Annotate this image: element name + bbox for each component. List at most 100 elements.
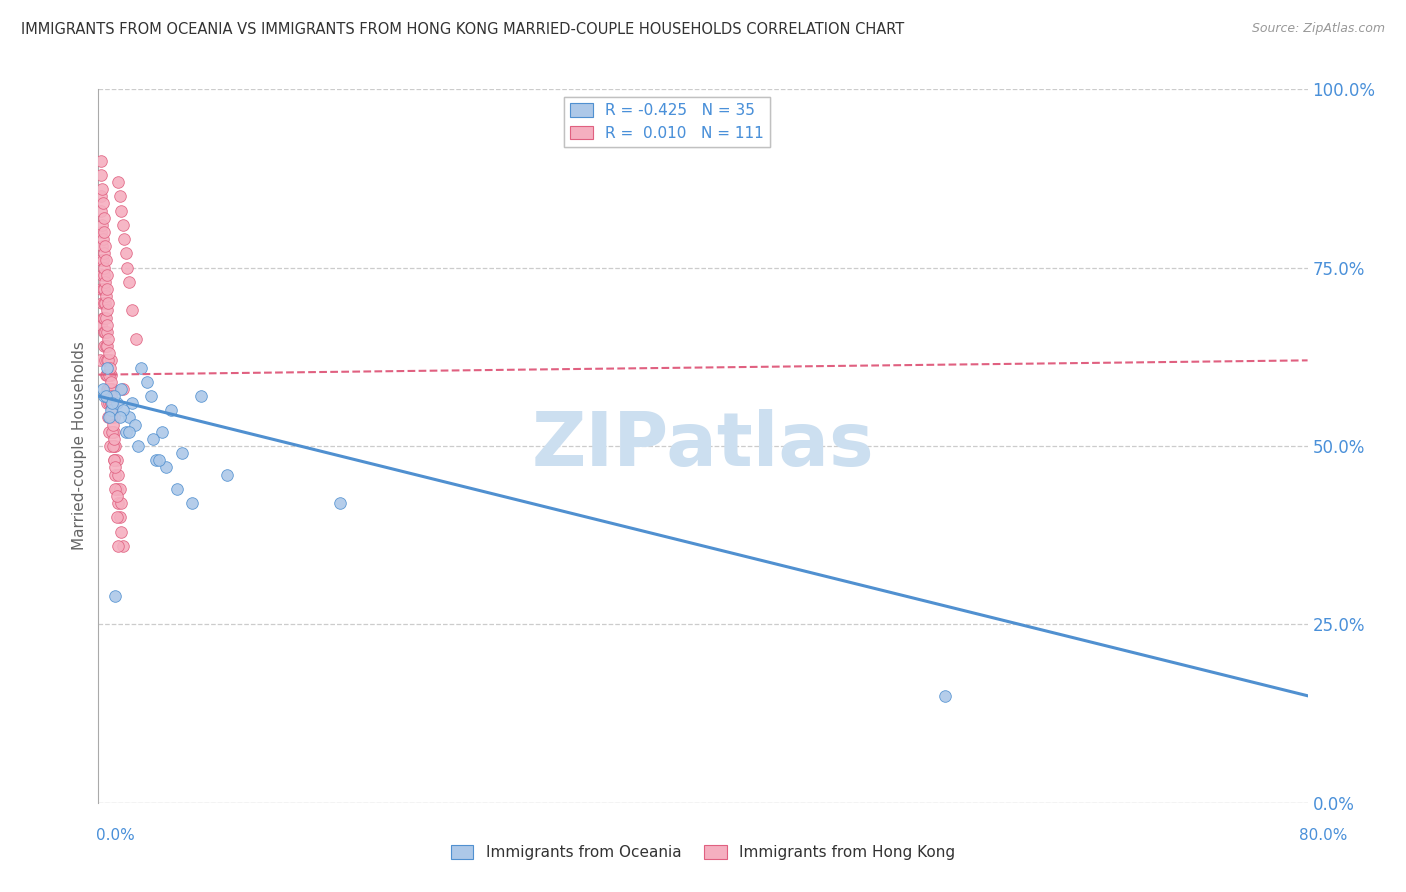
Point <box>94 253 117 268</box>
Point <box>110 524 132 539</box>
Point <box>107 175 129 189</box>
Text: Source: ZipAtlas.com: Source: ZipAtlas.com <box>1251 22 1385 36</box>
Point <box>103 410 125 425</box>
Point <box>90 153 112 168</box>
Point <box>105 489 128 503</box>
Point <box>103 432 125 446</box>
Point <box>100 410 122 425</box>
Point <box>142 432 165 446</box>
Point <box>118 410 141 425</box>
Point <box>98 410 121 425</box>
Point <box>94 389 117 403</box>
Point <box>100 403 122 417</box>
Point <box>93 282 115 296</box>
Point <box>105 453 128 467</box>
Point <box>96 282 118 296</box>
Point <box>91 268 114 282</box>
Point <box>121 396 143 410</box>
Point <box>135 375 157 389</box>
Point <box>101 417 124 432</box>
Point <box>101 382 124 396</box>
Point <box>91 239 114 253</box>
Point <box>98 382 121 396</box>
Point <box>98 410 121 425</box>
Point <box>91 282 114 296</box>
Point <box>96 353 118 368</box>
Point <box>93 310 115 325</box>
Point <box>104 467 127 482</box>
Text: 80.0%: 80.0% <box>1299 828 1347 843</box>
Point <box>98 346 121 360</box>
Point <box>111 403 134 417</box>
Point <box>111 218 134 232</box>
Point <box>93 260 115 275</box>
Point <box>91 253 114 268</box>
Point <box>94 275 117 289</box>
Point <box>107 539 129 553</box>
Point <box>98 396 121 410</box>
Point <box>100 389 122 403</box>
Point <box>112 232 135 246</box>
Point <box>103 389 125 403</box>
Point <box>107 496 129 510</box>
Point <box>93 246 115 260</box>
Point <box>145 453 167 467</box>
Point <box>91 218 114 232</box>
Point <box>94 368 117 382</box>
Point <box>96 382 118 396</box>
Point <box>108 510 131 524</box>
Point <box>94 353 117 368</box>
Point <box>90 318 112 332</box>
Point <box>91 382 114 396</box>
Y-axis label: Married-couple Households: Married-couple Households <box>72 342 87 550</box>
Point <box>90 168 112 182</box>
Point <box>90 282 112 296</box>
Point <box>150 425 173 439</box>
Point <box>190 389 212 403</box>
Point <box>100 382 122 396</box>
Point <box>93 268 115 282</box>
Point <box>101 396 124 410</box>
Point <box>329 496 352 510</box>
Point <box>96 339 118 353</box>
Point <box>91 182 114 196</box>
Point <box>170 446 193 460</box>
Point <box>124 417 146 432</box>
Point <box>127 439 149 453</box>
Point <box>90 225 112 239</box>
Point <box>97 353 120 368</box>
Point <box>91 310 114 325</box>
Point <box>141 389 163 403</box>
Point <box>94 239 117 253</box>
Point <box>93 339 115 353</box>
Point <box>114 246 136 260</box>
Text: ZIPatlas: ZIPatlas <box>531 409 875 483</box>
Point <box>100 375 122 389</box>
Point <box>91 232 114 246</box>
Point <box>93 211 115 225</box>
Point <box>107 467 129 482</box>
Point <box>166 482 188 496</box>
Point <box>115 260 138 275</box>
Point <box>94 339 117 353</box>
Point <box>96 360 118 375</box>
Point <box>103 453 125 467</box>
Point <box>100 396 122 410</box>
Point <box>105 510 128 524</box>
Point <box>98 439 121 453</box>
Point <box>91 296 114 310</box>
Legend: R = -0.425   N = 35, R =  0.010   N = 111: R = -0.425 N = 35, R = 0.010 N = 111 <box>564 97 769 147</box>
Point <box>101 425 124 439</box>
Point <box>94 310 117 325</box>
Point <box>181 496 204 510</box>
Point <box>114 425 136 439</box>
Point <box>96 368 118 382</box>
Point <box>103 453 125 467</box>
Point <box>100 353 122 368</box>
Point <box>148 453 170 467</box>
Point <box>215 467 238 482</box>
Point <box>101 425 124 439</box>
Point <box>94 296 117 310</box>
Point <box>111 539 134 553</box>
Point <box>100 396 122 410</box>
